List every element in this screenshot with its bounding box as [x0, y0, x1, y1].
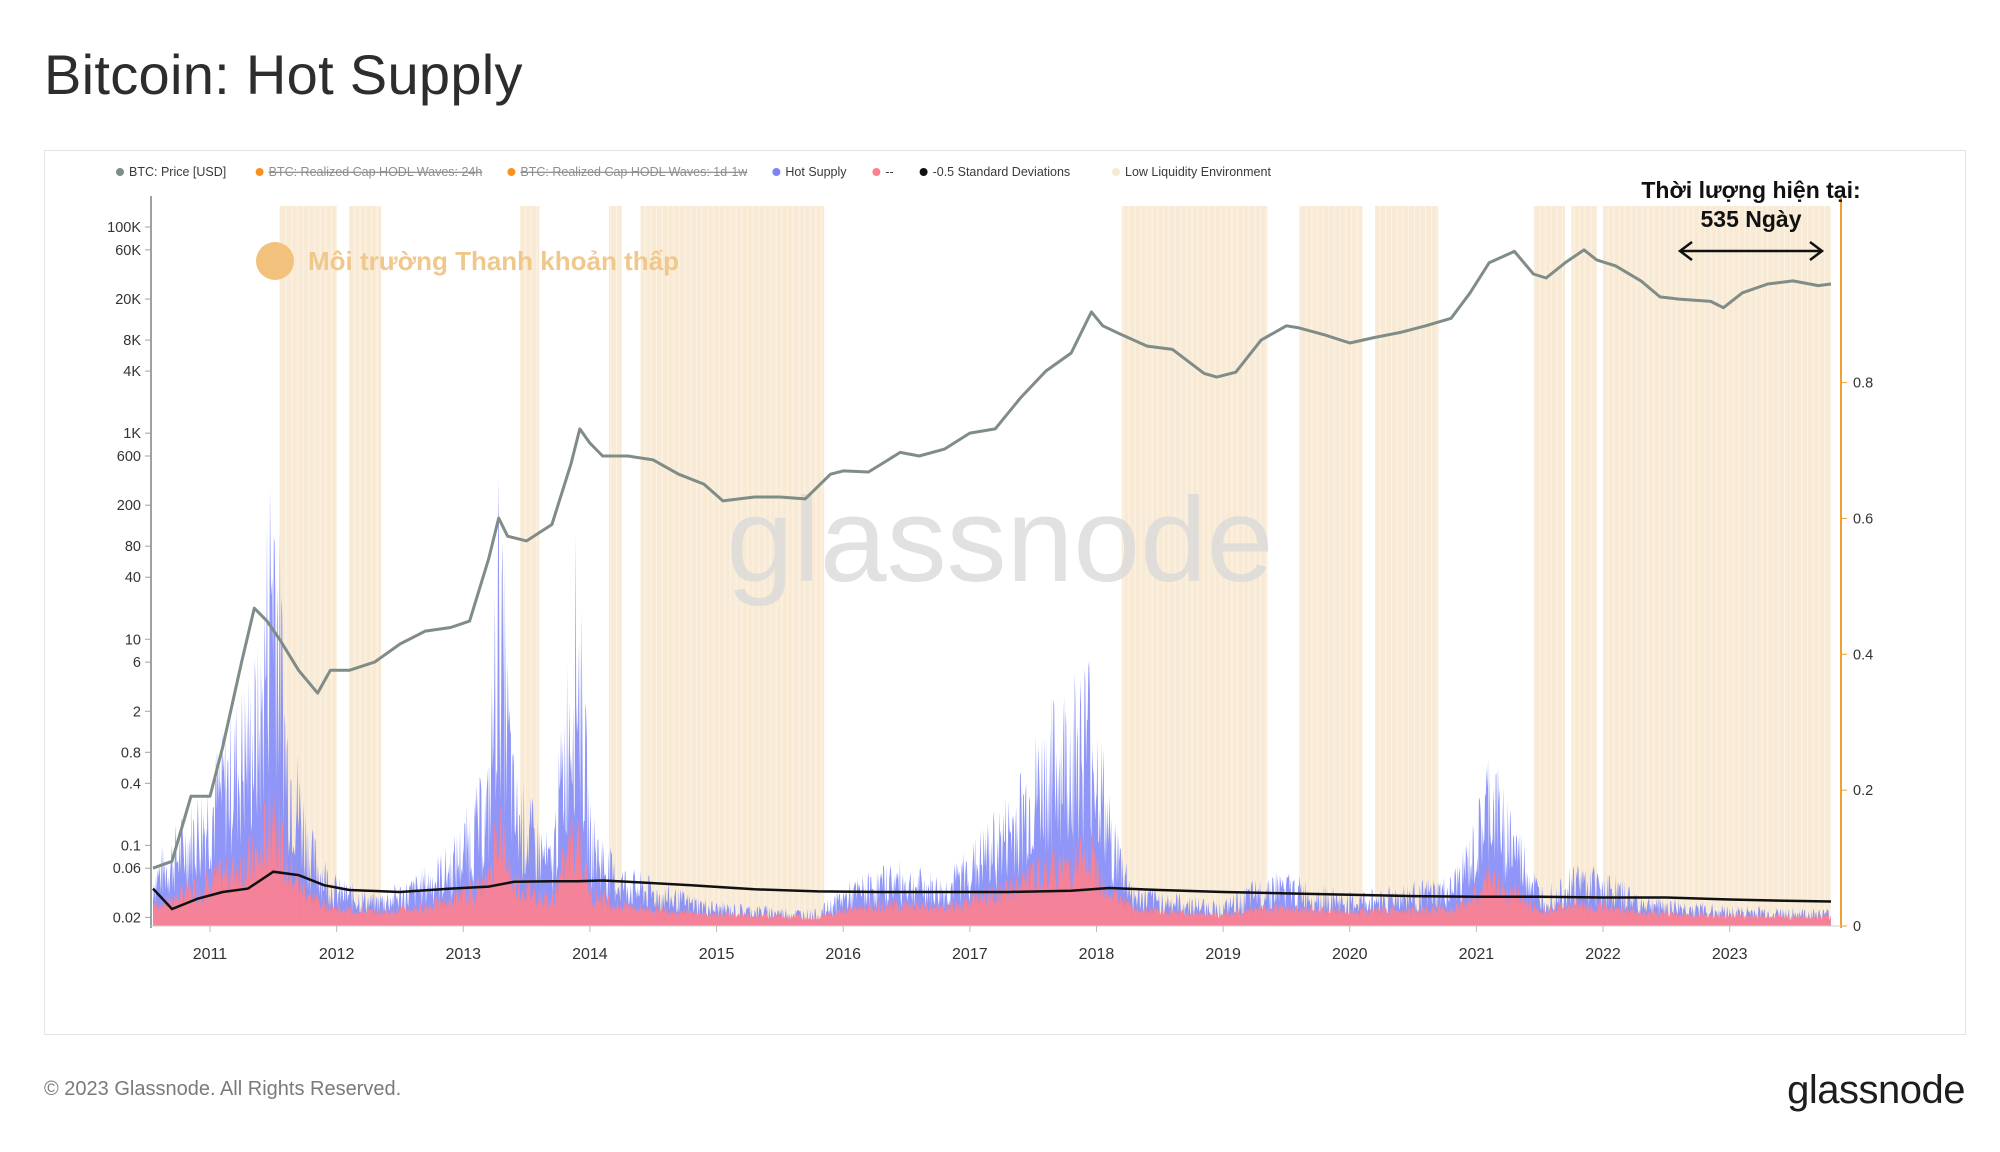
right-tick-label: 0	[1853, 919, 1861, 935]
legend-item[interactable]: Low Liquidity Environment	[1112, 165, 1271, 179]
left-tick-label: 8K	[123, 333, 141, 349]
legend-label: Hot Supply	[785, 165, 847, 179]
x-tick-label: 2016	[825, 946, 861, 963]
legend-item[interactable]: --	[872, 165, 894, 179]
hot-supply-chart: BTC: Price [USD] BTC: Realized Cap HODL W…	[107, 165, 1873, 963]
legend-marker	[772, 168, 781, 176]
duration-arrow	[1677, 241, 1825, 261]
left-tick-label: 80	[125, 539, 141, 555]
left-tick-label: 100K	[107, 220, 141, 236]
left-tick-label: 60K	[115, 243, 141, 259]
x-tick-label: 2013	[445, 946, 481, 963]
legend-marker	[872, 168, 881, 176]
low-liquidity-band	[608, 206, 622, 926]
legend-label: Low Liquidity Environment	[1125, 165, 1271, 179]
low-liquidity-dot	[256, 242, 294, 280]
annotation-line2: 535 Ngày	[1700, 206, 1801, 232]
legend-marker	[116, 168, 124, 176]
series-lines	[152, 248, 1832, 911]
low-liquidity-band	[1641, 206, 1831, 926]
glassnode-logo: glassnode	[1787, 1068, 1965, 1112]
left-tick-label: 1K	[123, 426, 141, 442]
legend-marker	[1112, 168, 1120, 176]
chart-panel: BTC: Price [USD] BTC: Realized Cap HODL W…	[44, 150, 1966, 1035]
right-tick-label: 0.6	[1853, 511, 1873, 527]
left-tick-label: 6	[133, 655, 141, 671]
x-tick-label: 2017	[952, 946, 988, 963]
low-liquidity-band	[1571, 206, 1597, 926]
x-tick-label: 2011	[193, 946, 228, 963]
x-tick-label: 2023	[1712, 946, 1748, 963]
x-tick-label: 2015	[699, 946, 735, 963]
left-tick-label: 10	[125, 632, 141, 648]
left-tick-label: 4K	[123, 364, 141, 380]
legend-item[interactable]: BTC: Realized Cap HODL Waves: 24h	[255, 165, 483, 179]
legend-item[interactable]: BTC: Realized Cap HODL Waves: 1d-1w	[507, 165, 748, 179]
right-tick-label: 0.2	[1853, 783, 1873, 799]
legend-marker	[919, 168, 928, 176]
legend-item[interactable]: BTC: Price [USD]	[116, 165, 226, 179]
legend: BTC: Price [USD] BTC: Realized Cap HODL W…	[116, 165, 1271, 179]
x-tick-label: 2014	[572, 946, 608, 963]
axes: 100K 60K 20K 8K 4K 1K 600 200 80 40 10 6 2 0.8 0.4 0.1 0…	[107, 196, 1873, 963]
page-title: Bitcoin: Hot Supply	[44, 43, 523, 106]
low-liquidity-band	[1299, 206, 1363, 926]
left-tick-label: 200	[117, 498, 141, 514]
price-line	[152, 248, 1832, 870]
secondary-supply-area	[153, 765, 1831, 926]
left-tick-label: 0.4	[121, 776, 141, 792]
copyright: © 2023 Glassnode. All Rights Reserved.	[44, 1078, 402, 1100]
legend-label: BTC: Realized Cap HODL Waves: 1d-1w	[520, 165, 748, 179]
x-tick-label: 2019	[1205, 946, 1241, 963]
legend-marker	[255, 168, 264, 176]
right-tick-label: 0.4	[1853, 647, 1873, 663]
x-tick-label: 2022	[1585, 946, 1621, 963]
low-liquidity-bands	[279, 206, 1831, 926]
x-tick-label: 2018	[1079, 946, 1115, 963]
left-tick-label: 2	[133, 704, 141, 720]
supply-areas	[153, 478, 1831, 926]
x-tick-label: 2012	[319, 946, 355, 963]
annotation-line1: Thời lượng hiện tại:	[1641, 177, 1860, 203]
hot-supply-area	[153, 478, 1831, 926]
left-tick-label: 40	[125, 570, 141, 586]
x-tick-label: 2020	[1332, 946, 1368, 963]
left-tick-label: 0.02	[113, 910, 141, 926]
legend-label: BTC: Realized Cap HODL Waves: 24h	[269, 165, 483, 179]
low-liquidity-band	[279, 206, 337, 926]
right-tick-label: 0.8	[1853, 376, 1873, 392]
legend-label: --	[885, 165, 893, 179]
legend-item[interactable]: Hot Supply	[772, 165, 847, 179]
left-tick-label: 0.8	[121, 745, 141, 761]
legend-label: -0.5 Standard Deviations	[933, 165, 1071, 179]
legend-marker	[507, 168, 516, 176]
low-liquidity-band	[1603, 206, 1642, 926]
left-tick-label: 600	[117, 449, 141, 465]
left-tick-label: 0.06	[113, 861, 141, 877]
duration-annotation: Thời lượng hiện tại: 535 Ngày	[1641, 177, 1861, 261]
low-liquidity-band	[1533, 206, 1566, 926]
std-dev-line	[152, 870, 1832, 911]
legend-label: BTC: Price [USD]	[129, 165, 226, 179]
left-tick-label: 20K	[115, 292, 141, 308]
legend-item[interactable]: -0.5 Standard Deviations	[919, 165, 1071, 179]
left-tick-label: 0.1	[121, 838, 141, 854]
x-tick-label: 2021	[1459, 946, 1495, 963]
watermark: glassnode	[726, 473, 1273, 607]
inline-legend-label: Môi trường Thanh khoản thấp	[308, 246, 679, 276]
low-liquidity-band	[1375, 206, 1439, 926]
inline-legend: Môi trường Thanh khoản thấp	[256, 242, 679, 280]
